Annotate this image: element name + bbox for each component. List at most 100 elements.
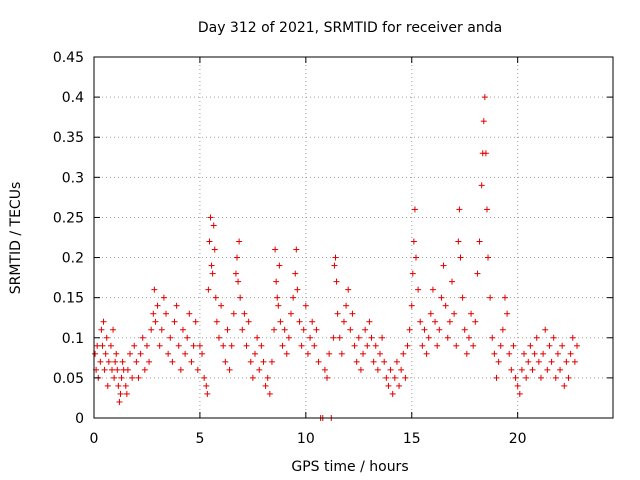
data-point — [146, 358, 153, 365]
data-point — [304, 350, 311, 357]
data-point — [453, 342, 460, 349]
data-point — [425, 334, 432, 341]
data-point — [194, 366, 201, 373]
data-point — [444, 334, 451, 341]
data-point — [408, 302, 415, 309]
data-point — [434, 342, 441, 349]
data-point — [370, 358, 377, 365]
data-point — [211, 246, 218, 253]
data-point — [97, 358, 104, 365]
data-point — [203, 382, 210, 389]
data-point — [171, 318, 178, 325]
data-point — [182, 350, 189, 357]
data-point — [135, 374, 142, 381]
data-point — [569, 334, 576, 341]
data-point — [333, 278, 340, 285]
data-point — [381, 358, 388, 365]
data-point — [184, 334, 191, 341]
y-tick-label: 0.05 — [53, 371, 84, 387]
data-point — [383, 374, 390, 381]
data-point — [302, 302, 309, 309]
data-point — [429, 286, 436, 293]
data-point — [351, 342, 358, 349]
grid-lines — [94, 57, 613, 418]
x-tick-label: 15 — [403, 431, 421, 447]
data-point — [451, 310, 458, 317]
data-point — [165, 350, 172, 357]
data-point — [461, 326, 468, 333]
y-axis-label: SRMTID / TECUs — [8, 182, 24, 295]
data-point — [345, 286, 352, 293]
data-point — [510, 342, 517, 349]
data-point — [535, 358, 542, 365]
data-point — [321, 366, 328, 373]
data-point — [326, 350, 333, 357]
data-point — [472, 318, 479, 325]
data-point — [276, 262, 283, 269]
data-point — [487, 294, 494, 301]
data-point — [396, 382, 403, 389]
data-point — [521, 350, 528, 357]
y-tick-label: 0.45 — [53, 50, 84, 66]
y-tick-label: 0.1 — [62, 331, 84, 347]
data-point — [523, 374, 530, 381]
data-point — [199, 350, 206, 357]
data-point — [118, 374, 125, 381]
data-point — [154, 302, 161, 309]
data-point — [423, 350, 430, 357]
data-point — [228, 342, 235, 349]
data-point — [411, 206, 418, 213]
data-point — [243, 342, 250, 349]
data-point — [251, 350, 258, 357]
data-point — [481, 94, 488, 101]
data-point — [347, 326, 354, 333]
data-point — [224, 326, 231, 333]
data-point — [540, 350, 547, 357]
data-point — [179, 326, 186, 333]
data-point — [277, 318, 284, 325]
data-point — [419, 342, 426, 349]
data-point — [129, 374, 136, 381]
data-point — [391, 374, 398, 381]
data-point — [557, 366, 564, 373]
data-point — [258, 342, 265, 349]
data-point — [222, 358, 229, 365]
data-point — [482, 150, 489, 157]
data-point — [109, 366, 116, 373]
data-point — [139, 334, 146, 341]
data-point — [508, 366, 515, 373]
data-point — [107, 342, 114, 349]
data-point — [110, 326, 117, 333]
data-point — [334, 310, 341, 317]
data-point — [527, 342, 534, 349]
data-point — [432, 318, 439, 325]
data-point — [233, 254, 240, 261]
data-point — [124, 366, 131, 373]
data-point — [98, 326, 105, 333]
data-point — [123, 390, 130, 397]
data-point — [290, 294, 297, 301]
data-point — [343, 302, 350, 309]
data-point — [175, 342, 182, 349]
data-point — [294, 286, 301, 293]
data-point — [283, 350, 290, 357]
data-point — [563, 358, 570, 365]
y-tick-label: 0.2 — [62, 251, 84, 267]
data-point — [122, 382, 129, 389]
data-point — [470, 342, 477, 349]
data-point — [192, 318, 199, 325]
data-point — [204, 390, 211, 397]
data-point — [417, 318, 424, 325]
data-point — [158, 326, 165, 333]
data-point — [360, 350, 367, 357]
data-point — [548, 358, 555, 365]
chart-title: Day 312 of 2021, SRMTID for receiver and… — [198, 20, 502, 36]
data-point — [336, 334, 343, 341]
data-point — [115, 382, 122, 389]
y-tick-label: 0 — [75, 411, 84, 427]
y-tick-label: 0.3 — [62, 170, 84, 186]
data-point — [406, 326, 413, 333]
data-point — [353, 358, 360, 365]
data-point — [456, 206, 463, 213]
data-point — [313, 326, 320, 333]
